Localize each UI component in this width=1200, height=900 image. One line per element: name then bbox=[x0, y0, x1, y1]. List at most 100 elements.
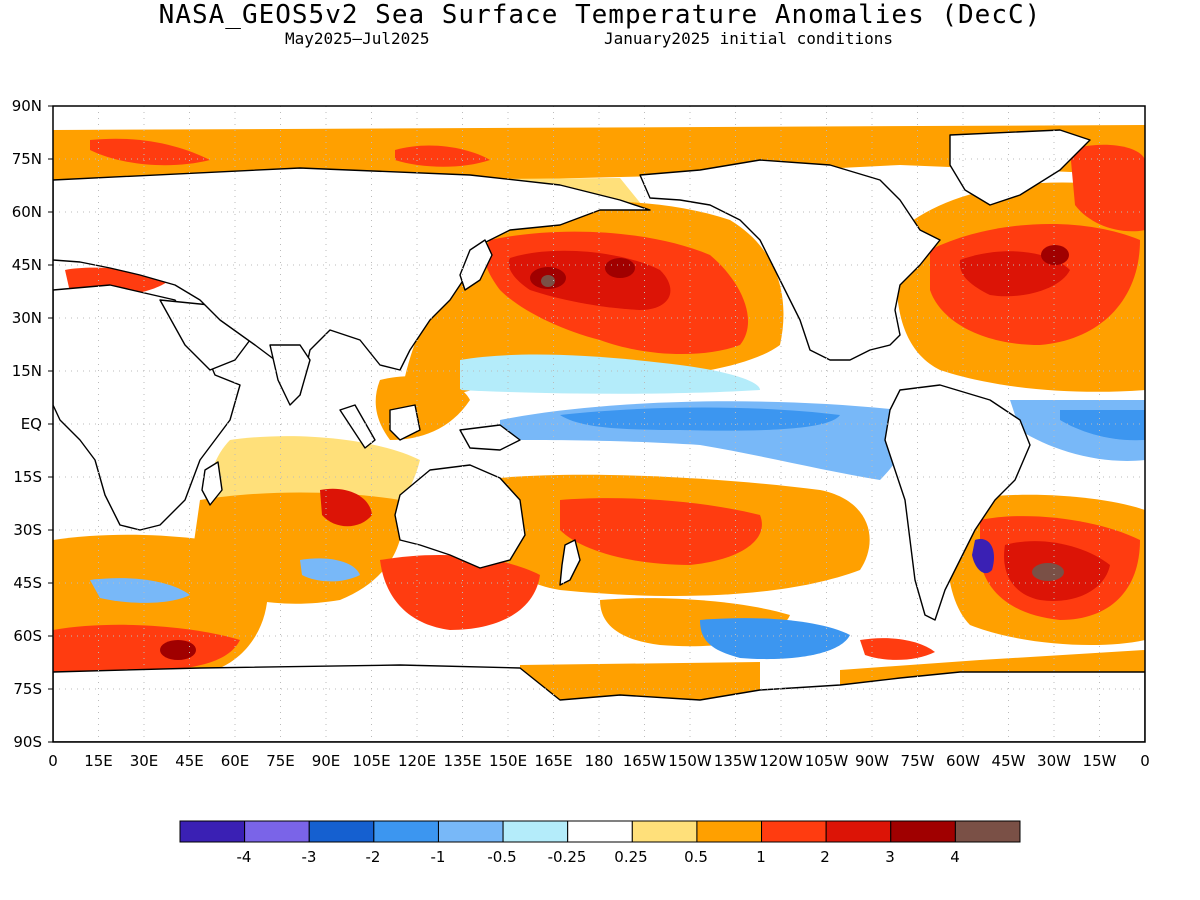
lat-label: 60N bbox=[12, 203, 42, 221]
lon-label: 45E bbox=[175, 752, 204, 770]
lat-label: EQ bbox=[21, 415, 42, 433]
legend-color-box bbox=[567, 820, 633, 843]
legend-tick-label: 0.5 bbox=[684, 848, 708, 866]
legend-tick-label: 4 bbox=[950, 848, 960, 866]
lon-label: 45W bbox=[992, 752, 1026, 770]
anomaly-region bbox=[860, 638, 935, 660]
landmass-sumatra bbox=[339, 404, 376, 449]
legend-color-box bbox=[631, 820, 698, 843]
anomaly-region bbox=[520, 662, 760, 700]
landmass-madagascar bbox=[201, 461, 223, 506]
landmass-new-zealand bbox=[559, 539, 581, 586]
legend-color-box bbox=[890, 820, 956, 843]
lon-label: 105W bbox=[805, 752, 849, 770]
anomaly-region bbox=[605, 258, 635, 278]
legend-color-box bbox=[373, 820, 439, 843]
anomaly-fields bbox=[53, 125, 1145, 700]
legend-color-box bbox=[502, 820, 569, 843]
legend-tick-label: -0.25 bbox=[548, 848, 587, 866]
anomaly-region bbox=[300, 558, 360, 582]
legend-color-boxes bbox=[179, 820, 1021, 843]
legend-color-box bbox=[244, 820, 310, 843]
anomaly-region bbox=[1032, 563, 1064, 581]
anomaly-region bbox=[972, 539, 995, 574]
lon-label: 150E bbox=[489, 752, 527, 770]
landmass-japan bbox=[459, 239, 493, 291]
lat-label: 45S bbox=[13, 574, 42, 592]
anomaly-region bbox=[53, 624, 240, 672]
anomaly-region bbox=[1041, 245, 1069, 265]
lat-label: 75S bbox=[13, 680, 42, 698]
anomaly-region bbox=[460, 354, 760, 394]
legend-tick-label: -1 bbox=[431, 848, 446, 866]
lon-label: 180 bbox=[585, 752, 614, 770]
land-masses bbox=[53, 129, 1145, 742]
lon-label: 0 bbox=[48, 752, 58, 770]
lon-label: 15E bbox=[84, 752, 113, 770]
lon-label: 75W bbox=[901, 752, 935, 770]
lat-label: 30N bbox=[12, 309, 42, 327]
anomaly-region bbox=[700, 618, 850, 660]
lon-label: 120W bbox=[759, 752, 803, 770]
lon-label: 165E bbox=[534, 752, 572, 770]
legend-color-box bbox=[308, 820, 375, 843]
lon-label: 105E bbox=[352, 752, 390, 770]
anomaly-region bbox=[541, 275, 555, 287]
lat-label: 60S bbox=[13, 627, 42, 645]
lon-label: 120E bbox=[398, 752, 436, 770]
lon-label: 165W bbox=[623, 752, 667, 770]
lat-label: 15N bbox=[12, 362, 42, 380]
landmass-australia bbox=[394, 464, 526, 569]
landmass-south-america bbox=[884, 384, 1031, 621]
legend-color-box bbox=[179, 820, 246, 843]
lon-label: 150W bbox=[668, 752, 712, 770]
map-title: NASA_GEOS5v2 Sea Surface Temperature Ano… bbox=[158, 0, 1042, 30]
legend-tick-label: -0.5 bbox=[487, 848, 516, 866]
anomaly-region bbox=[1070, 144, 1145, 232]
legend-color-box bbox=[696, 820, 763, 843]
lon-label: 60W bbox=[946, 752, 980, 770]
anomaly-region bbox=[380, 555, 540, 630]
lon-label: 90E bbox=[312, 752, 341, 770]
lon-label: 60E bbox=[221, 752, 250, 770]
lon-label: 15W bbox=[1083, 752, 1117, 770]
lon-label: 30W bbox=[1037, 752, 1071, 770]
season-subtitle: May2025–Jul2025 bbox=[285, 29, 430, 48]
landmass-antarctica bbox=[53, 664, 1145, 742]
legend-color-box bbox=[825, 820, 892, 843]
landmass-north-america bbox=[639, 159, 941, 361]
lat-label: 30S bbox=[13, 521, 42, 539]
lon-label: 30E bbox=[130, 752, 159, 770]
lon-label: 135W bbox=[714, 752, 758, 770]
lon-label: 0 bbox=[1140, 752, 1150, 770]
lat-label: 45N bbox=[12, 256, 42, 274]
initial-conditions-subtitle: January2025 initial conditions bbox=[604, 29, 893, 48]
legend-color-box bbox=[761, 820, 827, 843]
lat-label: 90N bbox=[12, 97, 42, 115]
legend-color-box bbox=[954, 820, 1021, 843]
legend-tick-labels: -4 -3 -2 -1 -0.5 -0.25 0.25 0.5 1 2 3 4 bbox=[237, 848, 960, 866]
landmass-borneo bbox=[389, 404, 421, 441]
anomaly-region bbox=[320, 488, 372, 527]
anomaly-region bbox=[959, 251, 1070, 297]
color-legend: -4 -3 -2 -1 -0.5 -0.25 0.25 0.5 1 2 3 4 bbox=[179, 820, 1021, 866]
lat-label: 15S bbox=[13, 468, 42, 486]
landmass-india bbox=[269, 344, 311, 406]
graticule bbox=[53, 106, 1145, 742]
landmass-eurasia bbox=[53, 167, 651, 401]
lat-label: 75N bbox=[12, 150, 42, 168]
legend-tick-label: -2 bbox=[366, 848, 381, 866]
legend-tick-label: -3 bbox=[302, 848, 317, 866]
lon-label: 90W bbox=[855, 752, 889, 770]
legend-tick-label: -4 bbox=[237, 848, 252, 866]
anomaly-region bbox=[160, 640, 196, 660]
legend-tick-label: 3 bbox=[885, 848, 895, 866]
landmass-new-guinea bbox=[459, 424, 521, 451]
axis-ticks bbox=[48, 105, 53, 743]
legend-tick-label: 1 bbox=[756, 848, 766, 866]
legend-tick-label: 2 bbox=[820, 848, 830, 866]
anomaly-region bbox=[560, 498, 762, 565]
landmass-greenland bbox=[949, 129, 1091, 206]
lon-label: 135E bbox=[443, 752, 481, 770]
latitude-labels: 90N 75N 60N 45N 30N 15N EQ 15S 30S 45S 6… bbox=[12, 97, 42, 751]
